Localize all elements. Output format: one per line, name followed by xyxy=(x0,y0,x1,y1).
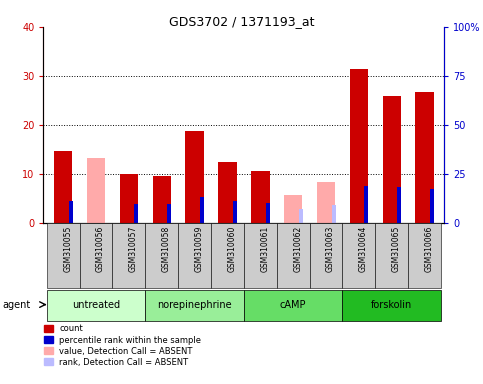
Text: GSM310059: GSM310059 xyxy=(195,226,204,272)
Bar xyxy=(185,131,204,223)
Text: GDS3702 / 1371193_at: GDS3702 / 1371193_at xyxy=(169,15,314,28)
Bar xyxy=(153,176,171,223)
Bar xyxy=(398,187,401,223)
Bar xyxy=(69,201,72,223)
Bar xyxy=(430,189,434,223)
FancyBboxPatch shape xyxy=(408,223,441,288)
Bar xyxy=(383,96,401,223)
Text: forskolin: forskolin xyxy=(371,300,412,310)
FancyBboxPatch shape xyxy=(80,223,113,288)
Legend: count, percentile rank within the sample, value, Detection Call = ABSENT, rank, : count, percentile rank within the sample… xyxy=(43,324,202,367)
Bar xyxy=(350,70,368,223)
FancyBboxPatch shape xyxy=(342,223,375,288)
FancyBboxPatch shape xyxy=(277,223,310,288)
Text: GSM310064: GSM310064 xyxy=(359,226,368,272)
Text: GSM310055: GSM310055 xyxy=(63,226,72,272)
Bar xyxy=(284,195,302,223)
Bar xyxy=(251,171,270,223)
FancyBboxPatch shape xyxy=(47,223,80,288)
Bar xyxy=(87,157,105,223)
FancyBboxPatch shape xyxy=(342,290,441,321)
FancyBboxPatch shape xyxy=(310,223,342,288)
FancyBboxPatch shape xyxy=(375,223,408,288)
FancyBboxPatch shape xyxy=(113,223,145,288)
Text: GSM310058: GSM310058 xyxy=(162,226,171,272)
Bar xyxy=(167,204,171,223)
Bar xyxy=(200,197,204,223)
Text: GSM310063: GSM310063 xyxy=(326,226,335,272)
Bar xyxy=(317,182,335,223)
Bar xyxy=(120,174,138,223)
FancyBboxPatch shape xyxy=(178,223,211,288)
FancyBboxPatch shape xyxy=(145,223,178,288)
Text: GSM310056: GSM310056 xyxy=(96,226,105,272)
Text: GSM310057: GSM310057 xyxy=(129,226,138,272)
Text: agent: agent xyxy=(2,300,30,310)
Text: GSM310065: GSM310065 xyxy=(392,226,401,272)
Text: GSM310062: GSM310062 xyxy=(293,226,302,272)
Bar xyxy=(218,162,237,223)
Bar xyxy=(54,151,72,223)
Text: norepinephrine: norepinephrine xyxy=(157,300,232,310)
FancyBboxPatch shape xyxy=(244,290,342,321)
FancyBboxPatch shape xyxy=(211,223,244,288)
Text: GSM310060: GSM310060 xyxy=(227,226,237,272)
Bar xyxy=(298,209,303,223)
Bar xyxy=(365,185,369,223)
Bar xyxy=(266,203,270,223)
Bar xyxy=(415,92,434,223)
Text: cAMP: cAMP xyxy=(280,300,306,310)
Bar xyxy=(331,205,336,223)
FancyBboxPatch shape xyxy=(47,290,145,321)
Text: GSM310061: GSM310061 xyxy=(260,226,270,272)
Text: untreated: untreated xyxy=(72,300,120,310)
FancyBboxPatch shape xyxy=(244,223,277,288)
Bar xyxy=(233,201,237,223)
FancyBboxPatch shape xyxy=(145,290,244,321)
Bar xyxy=(134,204,138,223)
Text: GSM310066: GSM310066 xyxy=(425,226,434,272)
